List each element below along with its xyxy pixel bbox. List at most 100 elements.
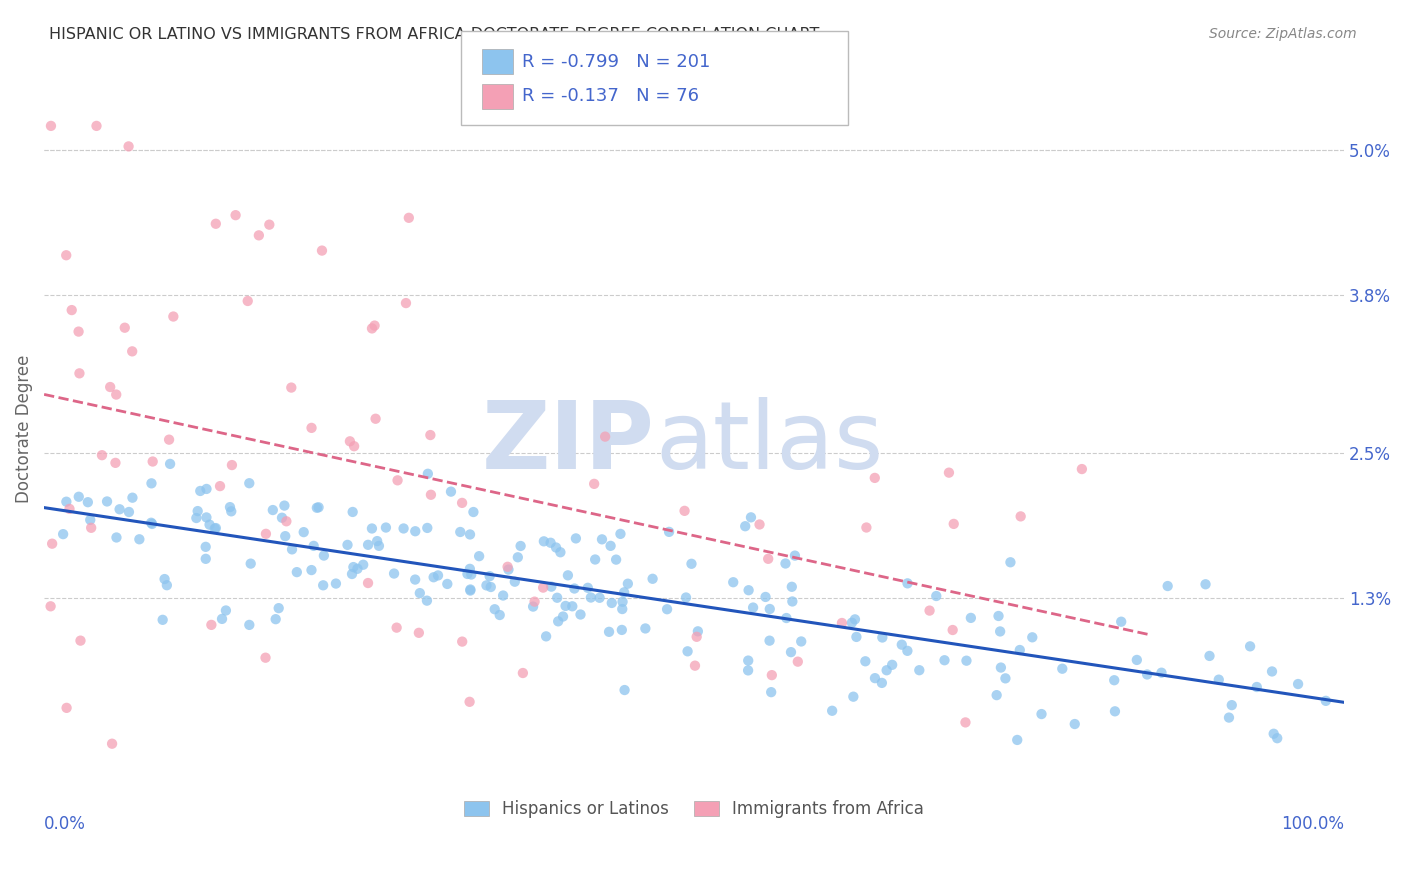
Point [312, 549, 335, 563]
Point [340, 566, 363, 581]
Point [561, 599, 583, 614]
Point [1286, 677, 1309, 691]
Point [1126, 653, 1149, 667]
Point [610, 623, 633, 637]
Point [842, 690, 865, 704]
Point [533, 534, 555, 549]
Point [96, 494, 118, 508]
Point [1008, 643, 1031, 657]
Point [336, 538, 359, 552]
Point [281, 542, 304, 557]
Point [301, 421, 323, 435]
Point [938, 466, 960, 480]
Point [484, 602, 506, 616]
Point [896, 576, 918, 591]
Point [617, 576, 640, 591]
Point [76, 495, 98, 509]
Point [352, 558, 374, 572]
Point [463, 505, 485, 519]
Point [593, 429, 616, 443]
Point [292, 525, 315, 540]
Point [1052, 662, 1074, 676]
Point [416, 593, 439, 607]
Point [988, 624, 1011, 639]
Point [440, 484, 463, 499]
Point [790, 634, 813, 648]
Point [460, 567, 482, 582]
Point [1000, 555, 1022, 569]
Point [238, 476, 260, 491]
Point [254, 650, 277, 665]
Point [468, 549, 491, 564]
Point [934, 653, 956, 667]
Point [274, 529, 297, 543]
Point [994, 671, 1017, 685]
Point [591, 533, 613, 547]
Point [198, 517, 221, 532]
Point [758, 633, 780, 648]
Point [153, 572, 176, 586]
Point [685, 630, 707, 644]
Point [551, 609, 574, 624]
Point [534, 629, 557, 643]
Y-axis label: Doctorate Degree: Doctorate Degree [15, 354, 32, 503]
Point [346, 562, 368, 576]
Point [498, 563, 520, 577]
Point [681, 557, 703, 571]
Point [363, 318, 385, 333]
Point [460, 582, 482, 597]
Point [186, 511, 208, 525]
Point [780, 645, 803, 659]
Text: Source: ZipAtlas.com: Source: ZipAtlas.com [1209, 27, 1357, 41]
Point [427, 568, 450, 582]
Text: ZIP: ZIP [482, 397, 655, 489]
Point [271, 510, 294, 524]
Point [264, 612, 287, 626]
Point [387, 473, 409, 487]
Point [1265, 731, 1288, 746]
Point [451, 496, 474, 510]
Point [357, 576, 380, 591]
Point [69, 367, 91, 381]
Point [1010, 509, 1032, 524]
Point [225, 208, 247, 222]
Point [156, 578, 179, 592]
Point [509, 539, 531, 553]
Point [942, 623, 965, 637]
Point [458, 695, 481, 709]
Point [721, 575, 744, 590]
Point [683, 658, 706, 673]
Point [783, 549, 806, 563]
Point [247, 228, 270, 243]
Point [565, 532, 588, 546]
Text: 100.0%: 100.0% [1281, 815, 1344, 833]
Point [658, 524, 681, 539]
Point [1063, 717, 1085, 731]
Point [550, 545, 572, 559]
Point [479, 580, 502, 594]
Point [142, 454, 165, 468]
Point [162, 310, 184, 324]
Point [195, 482, 218, 496]
Point [357, 538, 380, 552]
Point [302, 539, 325, 553]
Point [870, 676, 893, 690]
Point [280, 381, 302, 395]
Point [194, 540, 217, 554]
Point [458, 527, 481, 541]
Point [612, 595, 634, 609]
Point [79, 513, 101, 527]
Point [1156, 579, 1178, 593]
Point [273, 499, 295, 513]
Point [188, 483, 211, 498]
Point [342, 560, 364, 574]
Point [117, 139, 139, 153]
Point [458, 562, 481, 576]
Point [1021, 630, 1043, 644]
Point [876, 663, 898, 677]
Point [775, 611, 797, 625]
Point [141, 516, 163, 530]
Point [742, 600, 765, 615]
Point [118, 505, 141, 519]
Point [208, 479, 231, 493]
